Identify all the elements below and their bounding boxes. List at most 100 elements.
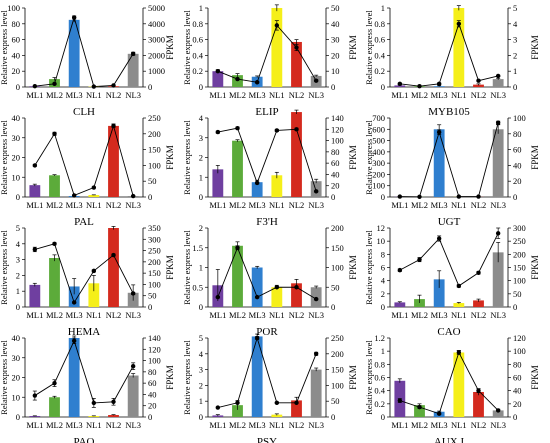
bar-NL2	[108, 415, 119, 417]
right-tick-label: 150	[331, 243, 344, 253]
bar-NL2	[108, 125, 119, 197]
left-tick-label: 0	[381, 192, 385, 202]
left-tick-label: 0.2	[374, 399, 385, 409]
fpkm-point-NL1	[456, 283, 462, 289]
bar-ML1	[212, 71, 224, 87]
fpkm-point-NL3	[495, 73, 501, 79]
fpkm-line	[34, 243, 134, 304]
fpkm-line	[34, 15, 134, 87]
chart-title: HEMA	[68, 326, 100, 338]
right-tick-label: 150	[148, 145, 161, 155]
right-tick-label: 40	[513, 160, 522, 170]
left-tick-label: 60	[12, 35, 21, 45]
bar-NL1	[271, 414, 283, 417]
right-tick-label: 250	[148, 246, 161, 256]
fpkm-point-ML1	[215, 405, 221, 410]
bar-NL3	[310, 181, 322, 197]
right-tick-label: 120	[513, 333, 526, 343]
x-tick-label: ML3	[249, 90, 266, 100]
x-tick-label: NL3	[308, 200, 324, 210]
right-tick-label: 200	[148, 257, 161, 267]
left-axis-title: Relative express level	[364, 230, 374, 305]
bar-ML3	[68, 338, 80, 417]
right-axis-title: FPKM	[348, 145, 358, 170]
x-tick-label: NL1	[451, 90, 467, 100]
x-tick-label: NL2	[289, 420, 305, 430]
bar-ML2	[49, 397, 60, 417]
chart-title: CAO	[437, 326, 460, 338]
left-tick-label: 0	[16, 302, 20, 312]
left-tick-label: 2	[199, 380, 203, 390]
x-tick-label: ML3	[66, 90, 83, 100]
fpkm-point-ML1	[397, 267, 403, 273]
x-tick-label: NL3	[308, 420, 324, 430]
left-tick-label: 700	[372, 113, 385, 123]
right-tick-label: 3	[513, 35, 517, 45]
left-tick-label: 4	[16, 239, 21, 249]
right-axis-title: FPKM	[530, 145, 540, 170]
fpkm-line	[34, 339, 134, 404]
left-tick-label: 2	[199, 153, 203, 163]
chart-title: UGT	[438, 216, 461, 228]
right-tick-label: 20	[331, 181, 340, 191]
fpkm-point-NL1	[274, 400, 280, 405]
bar-NL1	[88, 283, 100, 307]
right-tick-label: 20	[513, 176, 522, 186]
fpkm-point-NL2	[476, 388, 481, 393]
bar-ML3	[433, 279, 445, 307]
x-tick-label: ML3	[431, 90, 448, 100]
left-tick-label: 200	[372, 169, 385, 179]
left-tick-label: 6	[381, 263, 385, 273]
x-tick-label: ML1	[209, 90, 226, 100]
right-tick-label: 0	[148, 412, 152, 422]
right-tick-label: 10	[331, 66, 340, 76]
fpkm-point-ML3	[254, 294, 260, 300]
fpkm-point-ML2	[52, 131, 57, 136]
right-axis-title: FPKM	[530, 255, 540, 280]
fpkm-point-ML2	[417, 404, 422, 410]
x-tick-label: NL2	[471, 310, 487, 320]
fpkm-point-ML3	[71, 300, 77, 305]
left-axis-title: Relative express level	[364, 120, 374, 195]
fpkm-point-NL2	[294, 127, 299, 132]
bar-NL2	[473, 84, 484, 87]
x-tick-label: ML3	[249, 420, 266, 430]
bar-ML2	[232, 405, 243, 417]
left-tick-label: 0	[199, 82, 203, 92]
bar-ML3	[251, 182, 263, 197]
x-tick-label: NL1	[86, 420, 102, 430]
left-tick-label: 1	[199, 263, 203, 273]
bar-NL2	[291, 41, 302, 87]
fpkm-point-ML2	[417, 194, 422, 199]
chart-title: PAO	[74, 436, 95, 443]
left-tick-label: 10	[12, 172, 21, 182]
right-tick-label: 50	[148, 176, 157, 186]
fpkm-point-ML2	[52, 241, 57, 246]
fpkm-point-ML3	[71, 15, 77, 20]
right-axis-title: FPKM	[165, 145, 175, 170]
x-tick-label: NL2	[289, 310, 305, 320]
bar-ML2	[414, 405, 425, 417]
right-tick-label: 250	[148, 113, 161, 123]
right-axis-title: FPKM	[165, 365, 175, 390]
right-axis-title: FPKM	[530, 365, 540, 390]
right-tick-label: 0	[331, 82, 335, 92]
fpkm-point-NL1	[456, 194, 462, 199]
right-tick-label: 50	[513, 289, 522, 299]
left-tick-label: 0.5	[192, 282, 203, 292]
fpkm-line	[217, 336, 317, 408]
x-tick-label: ML3	[431, 310, 448, 320]
right-tick-label: 250	[331, 333, 344, 343]
right-tick-label: 50	[331, 282, 340, 292]
left-tick-label: 600	[372, 124, 385, 134]
x-tick-label: ML1	[209, 200, 226, 210]
fpkm-point-NL3	[130, 193, 136, 199]
right-tick-label: 80	[148, 367, 157, 377]
chart-title: AUX I	[434, 436, 465, 443]
fpkm-point-ML1	[215, 129, 221, 135]
right-tick-label: 2	[513, 50, 517, 60]
